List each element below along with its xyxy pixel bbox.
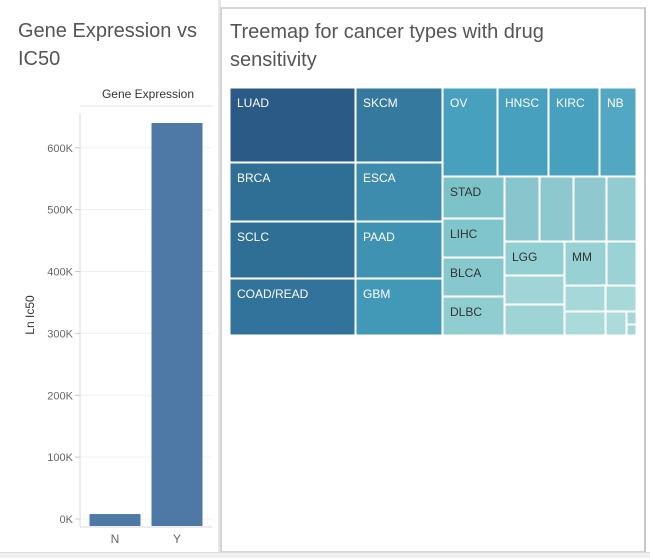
treemap-tile-brca[interactable]: [229, 162, 356, 222]
treemap-tile-mm[interactable]: [564, 241, 607, 286]
treemap-label: SKCM: [363, 96, 398, 110]
treemap-label: BLCA: [450, 266, 481, 280]
treemap-tile-unlabeled[interactable]: [606, 176, 637, 242]
treemap-label: LIHC: [450, 227, 478, 241]
treemap-label: BRCA: [237, 171, 270, 185]
y-tick-label: 300K: [47, 328, 73, 340]
y-tick-label: 100K: [47, 452, 73, 464]
treemap-tile-unlabeled[interactable]: [606, 241, 637, 286]
bar-Y[interactable]: [151, 123, 203, 526]
treemap-tile-unlabeled[interactable]: [626, 324, 637, 336]
treemap-tile-unlabeled[interactable]: [564, 285, 606, 312]
treemap-label: HNSC: [505, 96, 539, 110]
treemap-tile-skcm[interactable]: [355, 87, 443, 163]
treemap-tile-lihc[interactable]: [442, 218, 505, 258]
treemap-tile-dlbc[interactable]: [442, 296, 505, 336]
treemap-tile-nb[interactable]: [599, 87, 637, 177]
treemap-tile-unlabeled[interactable]: [605, 285, 637, 312]
treemap-label: STAD: [450, 185, 481, 199]
treemap-label: LGG: [512, 250, 537, 264]
treemap-tile-unlabeled[interactable]: [573, 176, 607, 242]
y-tick-label: 200K: [47, 390, 73, 402]
treemap-tile-blca[interactable]: [442, 257, 505, 297]
treemap-label: OV: [450, 96, 467, 110]
treemap-tile-sclc[interactable]: [229, 221, 356, 279]
treemap-tile-unlabeled[interactable]: [504, 176, 540, 242]
y-tick-label: 600K: [47, 143, 73, 155]
treemap-tile-hnsc[interactable]: [497, 87, 549, 177]
treemap-label: SCLC: [237, 230, 269, 244]
treemap-label: GBM: [363, 287, 390, 301]
y-tick-label: 0K: [60, 514, 74, 526]
treemap-tile-luad[interactable]: [229, 87, 356, 163]
treemap-label: MM: [572, 250, 592, 264]
column-header: Gene Expression: [102, 87, 194, 101]
treemap-tile-unlabeled[interactable]: [504, 304, 565, 336]
treemap-tile-coad-read[interactable]: [229, 278, 356, 336]
treemap-tile-stad[interactable]: [442, 176, 505, 219]
y-axis-label: Ln Ic50: [23, 295, 37, 335]
treemap-panel: Treemap for cancer types with drug sensi…: [220, 7, 646, 553]
treemap-tile-lgg[interactable]: [504, 241, 565, 276]
treemap-tile-kirc[interactable]: [548, 87, 600, 177]
sheet-tab-strip: [0, 552, 650, 558]
treemap-label: DLBC: [450, 305, 482, 319]
treemap-tile-unlabeled[interactable]: [626, 311, 637, 325]
treemap-chart: LUAD SKCM OV HNSC KIRC NB BRCA ESCA STAD SCLC PAAD…: [229, 87, 637, 336]
panel-divider[interactable]: [218, 0, 221, 558]
treemap-label: COAD/READ: [237, 287, 309, 301]
bar-N[interactable]: [89, 514, 141, 526]
y-tick-label: 400K: [47, 267, 73, 279]
treemap-tile-unlabeled[interactable]: [605, 311, 627, 336]
treemap-label: PAAD: [363, 230, 395, 244]
treemap-label: LUAD: [237, 96, 269, 110]
treemap-tile-paad[interactable]: [355, 221, 443, 279]
x-tick-label: N: [111, 532, 120, 546]
x-tick-label: Y: [173, 532, 181, 546]
bar-chart-panel: Gene Expression vs IC50 Gene Expression 0…: [0, 0, 219, 558]
treemap-label: ESCA: [363, 171, 396, 185]
treemap-label: KIRC: [556, 96, 585, 110]
treemap-tile-esca[interactable]: [355, 162, 443, 222]
treemap-tile-unlabeled[interactable]: [564, 311, 606, 336]
treemap-tile-gbm[interactable]: [355, 278, 443, 336]
treemap-tile-ov[interactable]: [442, 87, 498, 177]
bar-chart-title: Gene Expression vs IC50: [18, 20, 197, 70]
bar-chart: Gene Expression 0K 100K 200K 300K 400K 500K 600…: [23, 87, 212, 546]
treemap-tile-unlabeled[interactable]: [539, 176, 574, 242]
treemap-tile-unlabeled[interactable]: [504, 275, 565, 305]
y-tick-label: 500K: [47, 205, 73, 217]
treemap-label: NB: [607, 96, 624, 110]
treemap-title: Treemap for cancer types with drug sensi…: [230, 21, 544, 71]
